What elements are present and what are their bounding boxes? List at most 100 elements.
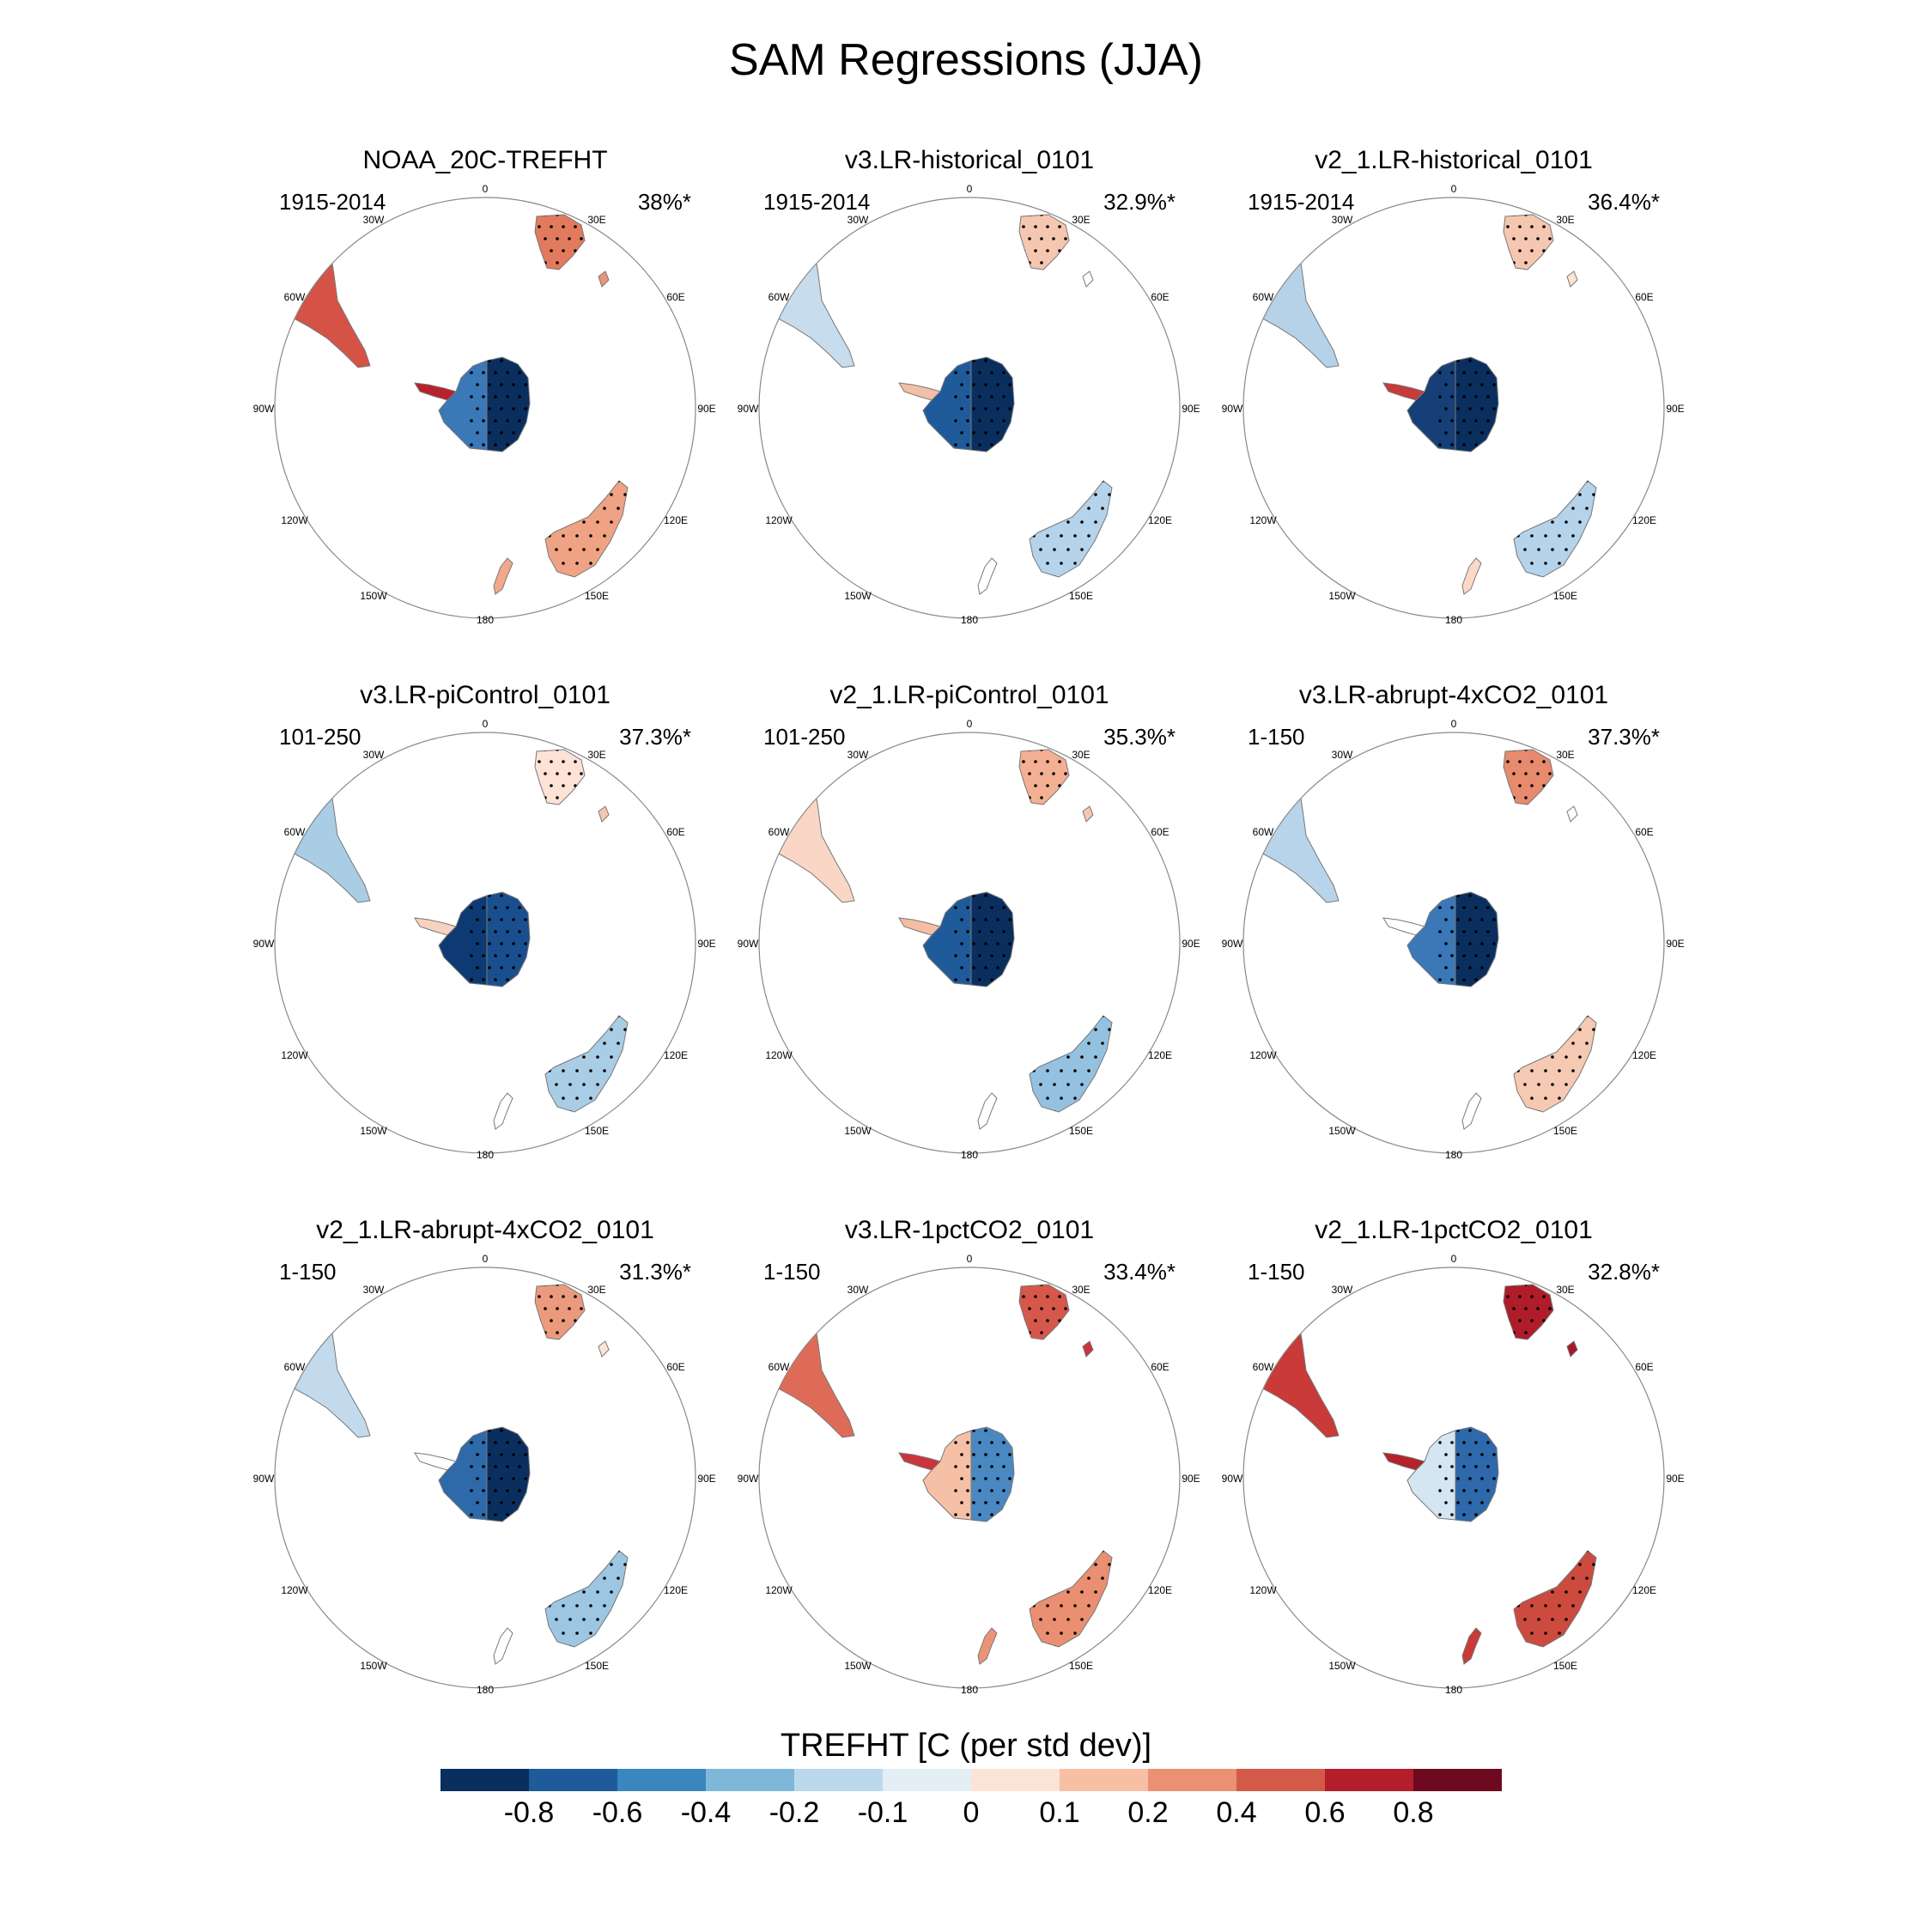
polar-stereographic-map: 0 30E 60E 90E 120E 150E 180 150W 120W 90W 60W 30W [738, 183, 1200, 626]
longitude-label: 90W [738, 403, 759, 415]
polar-stereographic-map: 0 30E 60E 90E 120E 150E 180 150W 120W 90W 60W 30W [253, 1253, 716, 1696]
africa-region [534, 749, 586, 805]
longitude-label: 120W [281, 514, 308, 526]
longitude-label: 150W [1328, 1125, 1356, 1137]
map-boundary [1242, 197, 1665, 619]
longitude-label: 120W [1249, 1584, 1277, 1596]
longitude-label: 90E [1182, 403, 1200, 415]
colorbar-segment [617, 1769, 706, 1791]
longitude-label: 60W [1253, 1361, 1274, 1373]
polar-stereographic-map: 0 30E 60E 90E 120E 150E 180 150W 120W 90W 60W 30W [1222, 1253, 1685, 1696]
longitude-label: 180 [477, 1149, 494, 1161]
madagascar-region [1082, 805, 1094, 823]
longitude-label: 150W [844, 1660, 872, 1672]
polar-stereographic-map: 0 30E 60E 90E 120E 150E 180 150W 120W 90W 60W 30W [253, 718, 716, 1161]
africa-region [1018, 1284, 1070, 1340]
ant-e-region [486, 891, 531, 987]
longitude-label: 60E [1635, 826, 1653, 838]
longitude-label: 0 [967, 1253, 973, 1265]
peninsula-region [1382, 382, 1425, 401]
colorbar-tick-label: 0.4 [1216, 1796, 1257, 1829]
map-panel: v2_1.LR-historical_0101 0 30E 60E 90E 120E 150… [1213, 146, 1694, 644]
s-america-region [761, 1321, 855, 1438]
longitude-label: 30W [848, 214, 869, 226]
longitude-label: 120W [281, 1049, 308, 1061]
colorbar-segment [794, 1769, 883, 1791]
map-panel: v3.LR-piControl_0101 0 30E 60E 90E 120E 150E 18… [245, 681, 726, 1179]
longitude-label: 30W [363, 1284, 385, 1296]
colorbar-segment [1325, 1769, 1413, 1791]
panel-period: 101-250 [763, 724, 846, 750]
africa-region [1503, 214, 1554, 270]
longitude-label: 0 [483, 1253, 489, 1265]
polar-stereographic-map: 0 30E 60E 90E 120E 150E 180 150W 120W 90W 60W 30W [253, 183, 716, 626]
longitude-label: 180 [477, 614, 494, 626]
longitude-label: 120W [765, 1584, 793, 1596]
panel-explained-variance: 37.3%* [619, 724, 691, 750]
panel-period: 1915-2014 [1248, 189, 1355, 215]
longitude-label: 60W [284, 826, 306, 838]
ant-w-region [438, 1430, 488, 1521]
longitude-label: 60E [1635, 291, 1653, 303]
longitude-label: 180 [961, 1684, 978, 1696]
longitude-label: 90E [697, 1473, 715, 1485]
longitude-label: 150E [1553, 1125, 1577, 1137]
colorbar-tick-label: -0.1 [857, 1796, 908, 1829]
colorbar-tick-label: -0.4 [680, 1796, 732, 1829]
panel-period: 1915-2014 [279, 189, 386, 215]
longitude-label: 0 [1451, 718, 1457, 730]
longitude-label: 30W [848, 1284, 869, 1296]
peninsula-region [414, 917, 457, 936]
map-boundary [1242, 1267, 1665, 1689]
longitude-label: 30E [1556, 214, 1574, 226]
panel-period: 1-150 [1248, 724, 1305, 750]
longitude-label: 60W [1253, 291, 1274, 303]
colorbar-tick-label: 0.8 [1393, 1796, 1434, 1829]
africa-region [1503, 1284, 1554, 1340]
longitude-label: 90W [1222, 1473, 1243, 1485]
panel-period: 101-250 [279, 724, 361, 750]
longitude-label: 180 [1445, 614, 1462, 626]
colorbar-segment [1060, 1769, 1148, 1791]
longitude-label: 90E [697, 938, 715, 950]
colorbar-tick-label: 0.1 [1039, 1796, 1080, 1829]
s-america-region [276, 1321, 371, 1438]
australia-region [1029, 1015, 1113, 1113]
ant-w-region [1406, 895, 1456, 986]
longitude-label: 150E [1069, 1125, 1093, 1137]
australia-region [1513, 480, 1597, 578]
madagascar-region [1566, 805, 1578, 823]
longitude-label: 60W [284, 291, 306, 303]
australia-region [1513, 1550, 1597, 1648]
africa-region [1018, 749, 1070, 805]
longitude-label: 30E [587, 1284, 605, 1296]
longitude-label: 0 [967, 718, 973, 730]
polar-stereographic-map: 0 30E 60E 90E 120E 150E 180 150W 120W 90W 60W 30W [738, 1253, 1200, 1696]
longitude-label: 60W [284, 1361, 306, 1373]
longitude-label: 180 [961, 614, 978, 626]
longitude-label: 150E [585, 1660, 609, 1672]
map-panel: v3.LR-abrupt-4xCO2_0101 0 30E 60E 90E 120E 150… [1213, 681, 1694, 1179]
longitude-label: 30W [848, 749, 869, 761]
map-panel: v3.LR-historical_0101 0 30E 60E 90E 120E 150E 1… [729, 146, 1210, 644]
longitude-label: 0 [967, 183, 973, 195]
longitude-label: 60W [769, 1361, 790, 1373]
longitude-label: 120W [765, 1049, 793, 1061]
africa-region [534, 1284, 586, 1340]
longitude-label: 180 [961, 1149, 978, 1161]
longitude-label: 30W [1332, 749, 1353, 761]
ant-e-region [970, 891, 1015, 987]
australia-region [544, 480, 629, 578]
longitude-label: 150E [1069, 1660, 1093, 1672]
peninsula-region [1382, 1452, 1425, 1471]
nz-region [977, 1092, 998, 1130]
longitude-label: 60E [666, 1361, 684, 1373]
ant-e-region [1455, 356, 1499, 453]
polar-stereographic-map: 0 30E 60E 90E 120E 150E 180 150W 120W 90W 60W 30W [1222, 718, 1685, 1161]
longitude-label: 150W [844, 1125, 872, 1137]
longitude-label: 120E [664, 1584, 688, 1596]
colorbar-tick-label: 0.6 [1304, 1796, 1346, 1829]
ant-e-region [486, 356, 531, 453]
longitude-label: 0 [1451, 183, 1457, 195]
map-panel: v2_1.LR-abrupt-4xCO2_0101 0 30E 60E 90E 120E 1… [245, 1216, 726, 1714]
